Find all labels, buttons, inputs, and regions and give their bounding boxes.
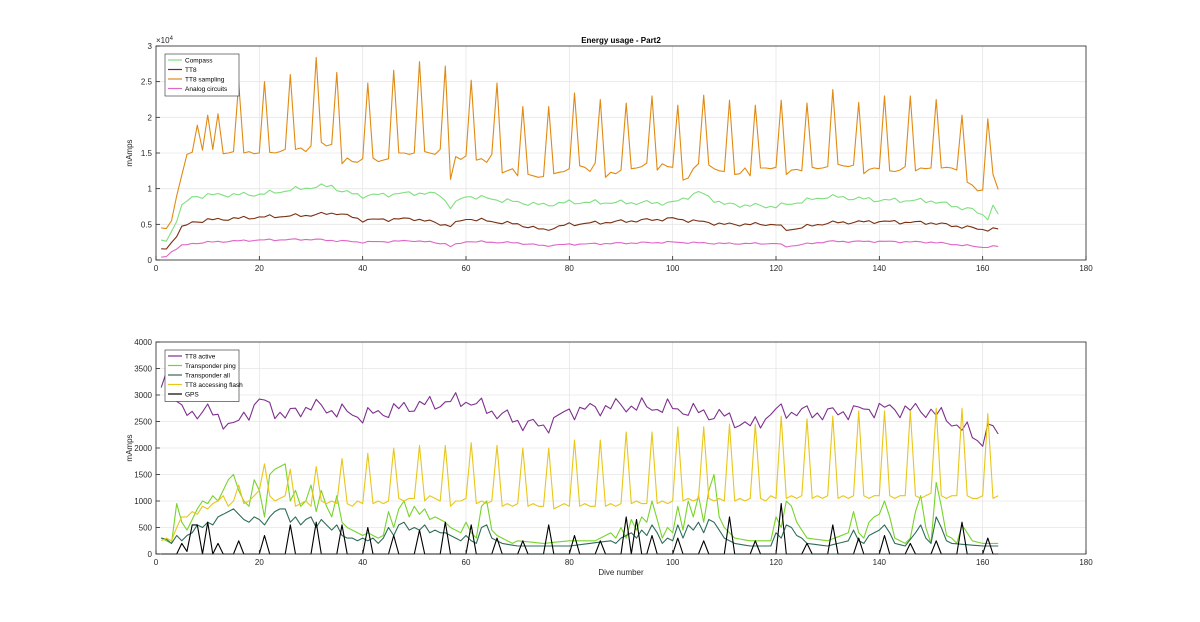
legend: Compass TT8 TT8 sampling Analog circuits <box>164 53 240 97</box>
y-tick-label: 1.5 <box>141 149 153 158</box>
legend-entry: TT8 <box>185 67 197 74</box>
y-tick-label: 2500 <box>134 418 152 427</box>
x-tick-label: 140 <box>873 264 887 273</box>
x-tick-label: 180 <box>1079 264 1093 273</box>
x-tick-label: 20 <box>255 264 264 273</box>
series-line-tt8 <box>161 211 999 250</box>
x-tick-label: 160 <box>976 558 990 567</box>
legend-entry: TT8 sampling <box>185 76 225 83</box>
y-tick-label: 2 <box>148 113 153 122</box>
x-tick-label: 80 <box>565 558 574 567</box>
x-tick-label: 160 <box>976 264 990 273</box>
y-exponent-label: ×104 <box>156 36 174 45</box>
series-line-transponder-ping <box>160 463 999 544</box>
x-tick-label: 120 <box>769 264 783 273</box>
x-tick-label: 40 <box>358 264 367 273</box>
x-tick-label: 40 <box>358 558 367 567</box>
series-line-tt8-sampling <box>161 56 999 230</box>
legend-entry: TT8 active <box>185 353 216 360</box>
series-line-tt8-active <box>160 371 999 447</box>
series-line-gps <box>161 503 999 555</box>
x-tick-label: 100 <box>666 264 680 273</box>
x-tick-label: 60 <box>462 264 471 273</box>
legend-entry: TT8 accessing flash <box>185 382 243 389</box>
legend-entry: Compass <box>185 57 213 64</box>
y-tick-label: 0 <box>148 550 153 559</box>
y-tick-label: 3 <box>148 42 153 51</box>
y-tick-label: 1000 <box>134 497 152 506</box>
legend: TT8 active Transponder ping Transponder al… <box>164 349 243 402</box>
y-tick-label: 2.5 <box>141 78 153 87</box>
x-tick-label: 100 <box>666 558 680 567</box>
y-tick-label: 0.5 <box>141 220 153 229</box>
legend-entry: GPS <box>185 391 199 398</box>
bottom-chart: 0 20 40 60 80 100 120 140 160 180 0 500 1000 1500 2000… <box>125 338 1093 577</box>
y-tick-label: 3500 <box>134 365 152 374</box>
series-line-analog-circuits <box>161 238 999 258</box>
legend-entry: Analog circuits <box>185 86 228 93</box>
series-line-tt8-accessing-flash <box>160 407 999 542</box>
series-line-compass <box>161 183 999 242</box>
y-tick-label: 0 <box>148 256 153 265</box>
legend-box <box>164 349 240 402</box>
x-tick-label: 0 <box>154 264 159 273</box>
y-tick-label: 500 <box>139 524 153 533</box>
x-tick-label: 140 <box>873 558 887 567</box>
series-line-transponder-all <box>161 508 999 547</box>
y-tick-label: 1 <box>148 185 153 194</box>
x-tick-label: 120 <box>769 558 783 567</box>
chart-title: Energy usage - Part2 <box>581 36 661 45</box>
y-axis-label: mAmps <box>125 434 134 461</box>
x-tick-label: 180 <box>1079 558 1093 567</box>
x-tick-label: 60 <box>462 558 471 567</box>
y-tick-label: 3000 <box>134 391 152 400</box>
legend-entry: Transponder all <box>185 372 230 379</box>
top-chart: 0 20 40 60 80 100 120 140 160 180 0 0.5 1 1.5 2 2.5 3×10… <box>125 36 1093 273</box>
x-tick-label: 20 <box>255 558 264 567</box>
legend-entry: Transponder ping <box>185 363 236 370</box>
x-tick-label: 80 <box>565 264 574 273</box>
x-tick-label: 0 <box>154 558 159 567</box>
x-axis-label: Dive number <box>598 568 644 577</box>
y-axis-label: mAmps <box>125 139 134 166</box>
y-tick-label: 4000 <box>134 338 152 347</box>
y-tick-label: 2000 <box>134 444 152 453</box>
y-tick-label: 1500 <box>134 471 152 480</box>
